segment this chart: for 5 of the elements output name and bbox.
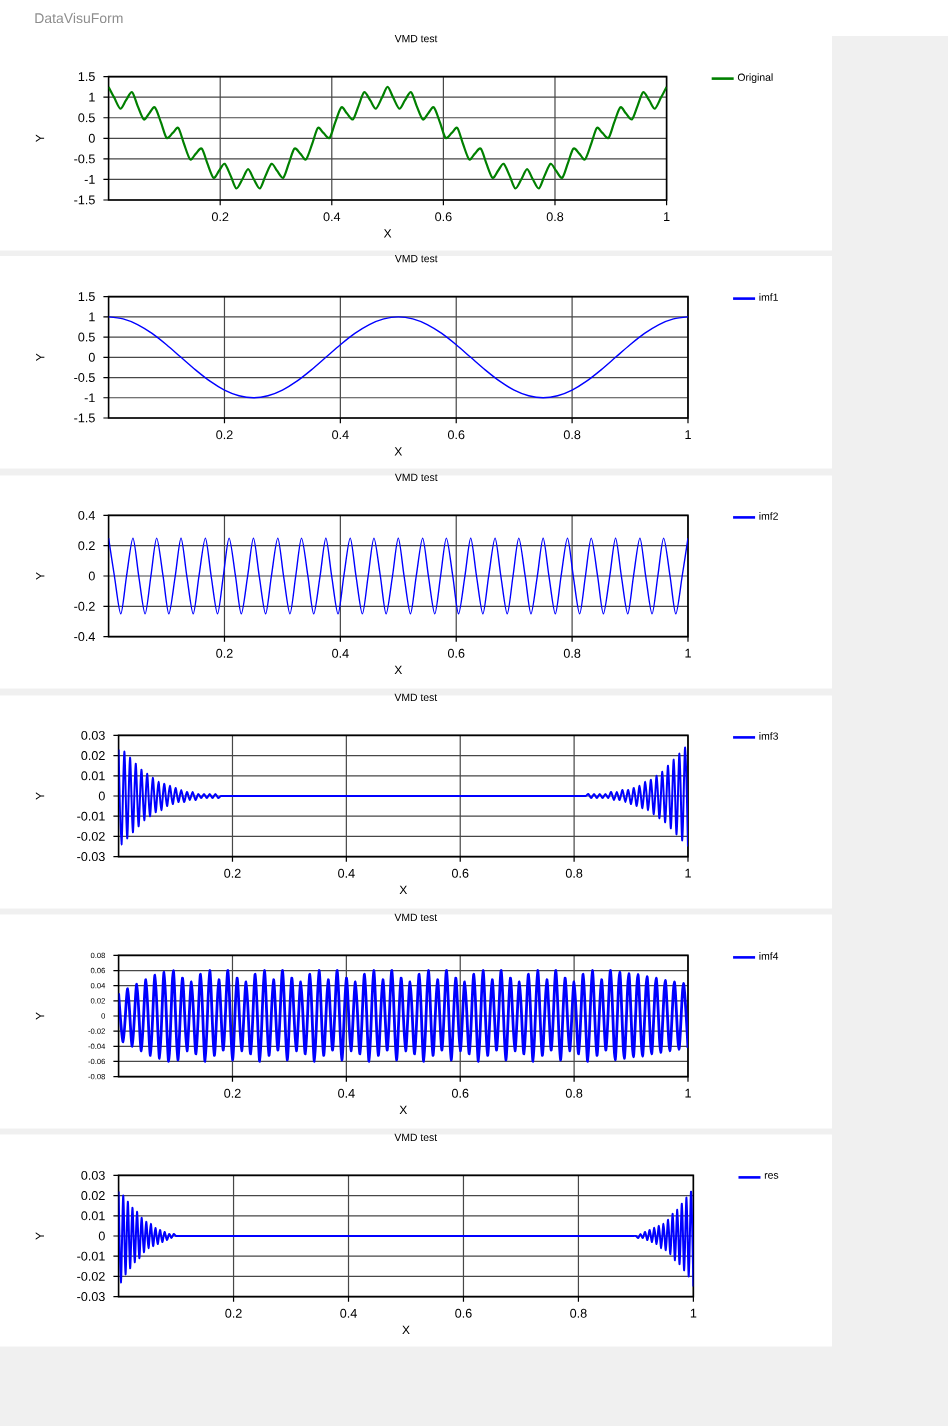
line-series bbox=[118, 969, 688, 1063]
line-series bbox=[118, 1190, 694, 1288]
line-series bbox=[118, 746, 688, 848]
line-series bbox=[108, 85, 667, 190]
line-series bbox=[108, 316, 688, 399]
